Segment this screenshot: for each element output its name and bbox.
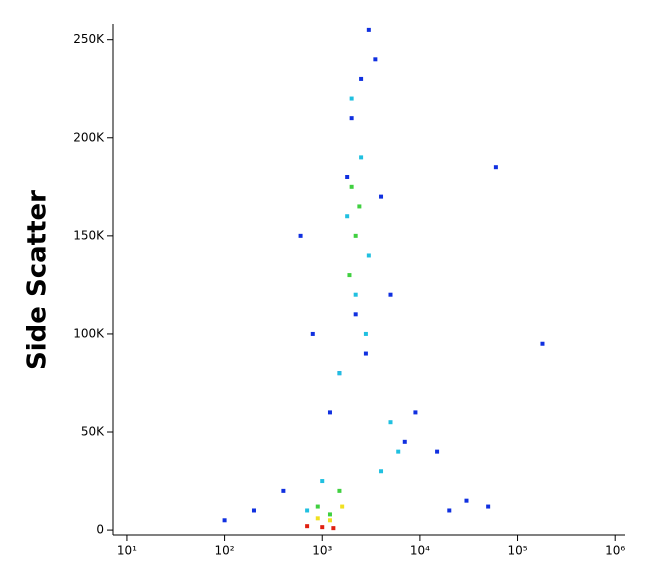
point xyxy=(486,504,491,509)
point xyxy=(315,504,320,509)
y-tick-label: 250K xyxy=(73,32,105,46)
point xyxy=(353,233,358,238)
point xyxy=(320,525,325,530)
point xyxy=(363,331,368,336)
x-tick-label: 10² xyxy=(215,544,235,558)
point xyxy=(363,351,368,356)
point xyxy=(251,508,256,513)
point xyxy=(349,184,354,189)
point xyxy=(337,488,342,493)
point xyxy=(305,508,310,513)
point xyxy=(366,253,371,258)
x-tick-label: 10⁶ xyxy=(605,544,625,558)
point xyxy=(327,410,332,415)
x-tick-label: 10¹ xyxy=(117,544,137,558)
point xyxy=(340,504,345,509)
y-tick-label: 150K xyxy=(73,228,105,242)
point xyxy=(402,439,407,444)
point xyxy=(396,449,401,454)
x-tick-label: 10⁴ xyxy=(410,544,430,558)
point xyxy=(349,116,354,121)
y-tick-label: 200K xyxy=(73,130,105,144)
point xyxy=(464,498,469,503)
point xyxy=(345,214,350,219)
point xyxy=(379,194,384,199)
point xyxy=(305,524,310,529)
point xyxy=(337,371,342,376)
point xyxy=(320,479,325,484)
point xyxy=(388,292,393,297)
point xyxy=(366,27,371,32)
y-tick-label: 50K xyxy=(81,425,105,439)
point xyxy=(298,233,303,238)
point xyxy=(353,292,358,297)
point xyxy=(222,518,227,523)
point xyxy=(379,469,384,474)
point xyxy=(281,488,286,493)
point xyxy=(327,512,332,517)
y-axis-label: Side Scatter xyxy=(23,190,53,370)
y-tick-label: 100K xyxy=(73,326,105,340)
point xyxy=(327,518,332,523)
y-tick-label: 0 xyxy=(96,523,104,537)
point xyxy=(373,57,378,62)
point xyxy=(353,312,358,317)
point xyxy=(349,96,354,101)
x-tick-label: 10³ xyxy=(312,544,332,558)
point xyxy=(315,516,320,521)
point xyxy=(540,341,545,346)
point xyxy=(359,155,364,160)
point xyxy=(388,420,393,425)
point xyxy=(347,273,352,278)
point xyxy=(447,508,452,513)
point xyxy=(359,76,364,81)
point xyxy=(357,204,362,209)
point xyxy=(331,526,336,531)
point xyxy=(435,449,440,454)
point xyxy=(413,410,418,415)
point xyxy=(493,165,498,170)
x-tick-label: 10⁵ xyxy=(507,544,527,558)
point xyxy=(345,175,350,180)
point xyxy=(310,331,315,336)
